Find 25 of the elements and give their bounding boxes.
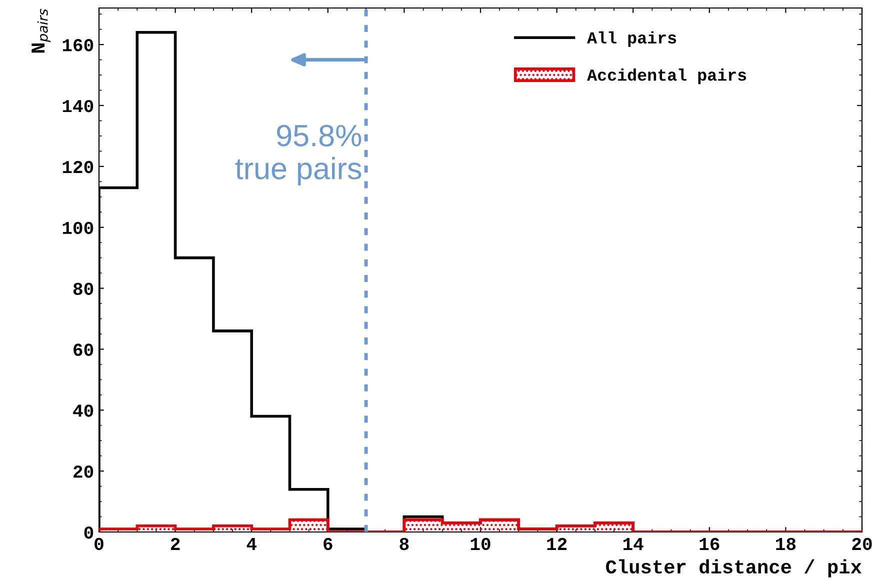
y-tick-label: 140 bbox=[62, 100, 94, 112]
x-tick-label: 6 bbox=[324, 538, 332, 550]
y-tick-label: 60 bbox=[74, 344, 94, 356]
x-tick-label: 14 bbox=[623, 538, 644, 550]
x-tick-label: 12 bbox=[547, 538, 567, 550]
x-tick-label: 10 bbox=[470, 538, 490, 550]
x-tick-label: 20 bbox=[852, 538, 872, 550]
x-tick-label: 0 bbox=[94, 538, 104, 550]
x-tick-label: 16 bbox=[700, 538, 720, 550]
y-tick-label: 80 bbox=[73, 282, 94, 295]
y-tick-label: 100 bbox=[62, 222, 94, 234]
annotation: 95.8% true pairs bbox=[235, 124, 362, 186]
y-tick-label: 0 bbox=[84, 526, 94, 539]
y-tick-label: 160 bbox=[62, 39, 94, 52]
y-axis-title: N$_{pairs}$ bbox=[32, 8, 50, 53]
y-tick-label: 120 bbox=[62, 160, 94, 174]
x-tick-label: 8 bbox=[400, 538, 409, 550]
legend-label: Accidental pairs bbox=[587, 68, 746, 84]
x-tick-label: 2 bbox=[170, 538, 180, 550]
y-tick-label: 40 bbox=[73, 404, 94, 417]
legend-label: All pairs bbox=[587, 31, 676, 47]
x-axis-title: Cluster distance / pix bbox=[606, 559, 862, 578]
y-tick-label: 20 bbox=[74, 466, 94, 478]
x-tick-label: 18 bbox=[776, 538, 796, 550]
x-tick-label: 4 bbox=[246, 538, 256, 550]
